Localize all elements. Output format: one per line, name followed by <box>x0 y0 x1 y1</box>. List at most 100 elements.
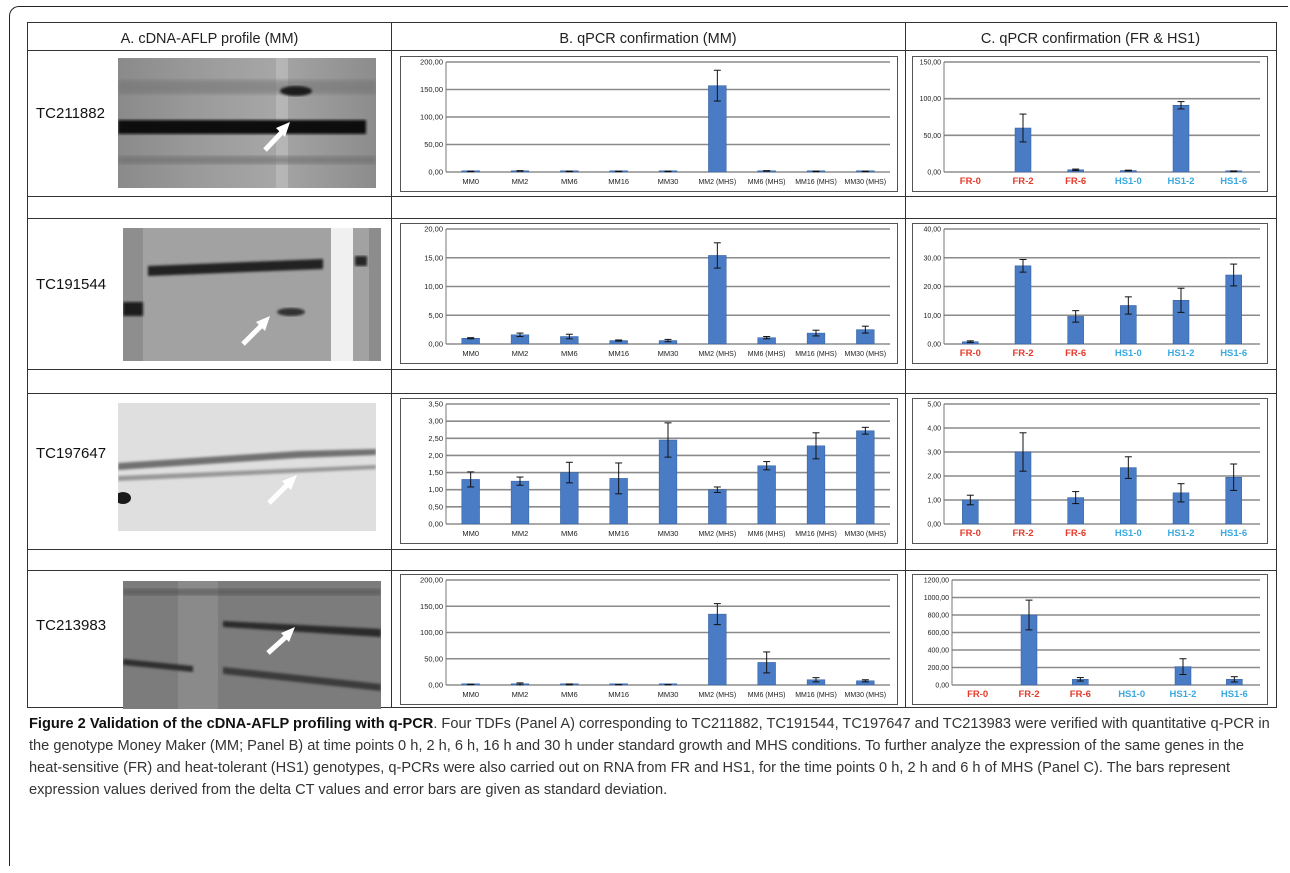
x-tick-label: MM30 (MHS) <box>845 351 887 358</box>
error-bar <box>664 338 672 343</box>
error-bar <box>812 329 820 337</box>
chart-panel-b-tc197647: 0,00 0,50 1,00 1,50 2,00 2,50 3,00 3,50 MM0 MM2 MM… <box>400 398 898 544</box>
x-tick-label: MM16 <box>608 349 629 358</box>
row-divider <box>28 369 1276 370</box>
y-tick-label: 3,00 <box>428 417 443 426</box>
y-tick-label: 0,50 <box>428 502 443 511</box>
chart-border <box>400 56 898 192</box>
y-tick-label: 150,00 <box>420 85 443 94</box>
x-tick-label: HS1-6 <box>1220 176 1247 187</box>
x-tick-label: MM30 <box>658 349 679 358</box>
error-bar <box>615 339 623 342</box>
x-tick-label: MM16 <box>608 529 629 538</box>
error-bar <box>565 333 573 340</box>
header-divider <box>28 50 1276 51</box>
x-tick-label: MM16 <box>608 690 629 699</box>
gel-image-tc213983 <box>123 581 381 709</box>
x-tick-label: MM30 (MHS) <box>845 179 887 186</box>
x-tick-label: HS1-0 <box>1118 689 1145 700</box>
error-bar <box>565 683 573 686</box>
error-bar <box>713 242 721 269</box>
gel-image-tc197647 <box>118 403 376 531</box>
error-bar <box>812 677 820 683</box>
arrow-icon <box>263 122 290 152</box>
y-tick-label: 50,00 <box>424 140 443 149</box>
y-tick-label: 0,00 <box>935 683 949 690</box>
x-tick-label: MM16 (MHS) <box>795 179 837 186</box>
gene-label-4: TC213983 <box>36 617 107 634</box>
y-tick-label: 0,00 <box>428 340 443 349</box>
y-tick-label: 400,00 <box>928 648 950 655</box>
error-bar <box>664 422 672 458</box>
error-bar <box>1230 170 1238 173</box>
x-tick-label: MM6 (MHS) <box>748 351 786 358</box>
chart-panel-b-tc211882: 0,00 50,00 100,00 150,00 200,00 MM0 MM2 MM6 MM16… <box>400 56 898 192</box>
y-tick-label: 10,00 <box>424 282 443 291</box>
row-divider <box>28 570 1276 571</box>
x-tick-label: HS1-6 <box>1220 348 1247 359</box>
x-tick-label: MM2 <box>512 349 529 358</box>
y-tick-label: 5,00 <box>428 311 443 320</box>
gel-image-tc211882 <box>118 58 376 188</box>
panel-b-header: B. qPCR confirmation (MM) <box>559 31 737 47</box>
x-tick-label: MM2 (MHS) <box>698 351 736 358</box>
arrow-icon <box>266 627 295 655</box>
x-tick-label: FR-0 <box>960 528 981 539</box>
y-tick-label: 1000,00 <box>924 595 949 602</box>
figure-table: A. cDNA-AFLP profile (MM) B. qPCR confir… <box>27 22 1277 709</box>
y-tick-label: 800,00 <box>928 613 950 620</box>
bar <box>1014 265 1032 345</box>
x-tick-label: FR-2 <box>1012 176 1033 187</box>
error-bar <box>763 461 771 471</box>
chart-border <box>912 56 1268 192</box>
x-tick-label: FR-0 <box>967 689 988 700</box>
y-tick-label: 15,00 <box>424 253 443 262</box>
error-bar <box>763 170 771 172</box>
x-tick-label: MM16 (MHS) <box>795 692 837 699</box>
y-tick-label: 0,00 <box>428 168 443 177</box>
error-bar <box>516 476 524 486</box>
x-tick-label: FR-2 <box>1018 689 1039 700</box>
error-bar <box>861 170 869 173</box>
column-divider <box>905 23 906 707</box>
error-bar <box>1177 101 1185 110</box>
chart-panel-c-tc213983: 0,00 200,00 400,00 600,00 800,00 1000,00 1200,… <box>912 574 1268 705</box>
arrow-icon <box>267 475 297 505</box>
y-tick-label: 1200,00 <box>924 578 949 585</box>
bar <box>1172 105 1190 173</box>
x-tick-label: MM2 <box>512 690 529 699</box>
y-tick-label: 10,00 <box>923 313 941 320</box>
error-bar <box>1124 296 1132 315</box>
error-bar <box>516 332 524 338</box>
y-tick-label: 150,00 <box>420 602 443 611</box>
x-tick-label: HS1-6 <box>1220 528 1247 539</box>
x-tick-label: MM16 (MHS) <box>795 531 837 538</box>
chart-panel-c-tc211882: 0,00 50,00 100,00 150,00 FR-0 FR-2 FR-6 HS1-0 HS… <box>912 56 1268 192</box>
error-bar <box>861 426 869 435</box>
row-divider <box>28 549 1276 550</box>
error-bar <box>713 603 721 626</box>
column-divider <box>391 23 392 707</box>
y-tick-label: 20,00 <box>923 284 941 291</box>
y-tick-label: 2,50 <box>428 434 443 443</box>
x-tick-label: HS1-2 <box>1168 176 1195 187</box>
y-tick-label: 20,00 <box>424 225 443 234</box>
error-bar <box>516 682 524 686</box>
chart-border <box>912 223 1268 364</box>
y-tick-label: 1,00 <box>927 498 941 505</box>
y-tick-label: 4,00 <box>927 426 941 433</box>
y-tick-label: 200,00 <box>420 576 443 585</box>
arrow-icon <box>241 316 270 346</box>
y-tick-label: 1,00 <box>428 485 443 494</box>
x-tick-label: MM0 <box>462 349 479 358</box>
error-bar <box>1124 169 1132 172</box>
bar <box>708 489 727 525</box>
chart-panel-c-tc197647: 0,00 1,00 2,00 3,00 4,00 5,00 FR-0 FR-2 FR-6 HS1-… <box>912 398 1268 544</box>
error-bar <box>1072 310 1080 323</box>
y-tick-label: 0,00 <box>927 522 941 529</box>
error-bar <box>1179 658 1187 675</box>
y-tick-label: 100,00 <box>920 96 942 103</box>
y-tick-label: 200,00 <box>928 665 950 672</box>
y-tick-label: 0,00 <box>927 342 941 349</box>
error-bar <box>1230 676 1238 683</box>
